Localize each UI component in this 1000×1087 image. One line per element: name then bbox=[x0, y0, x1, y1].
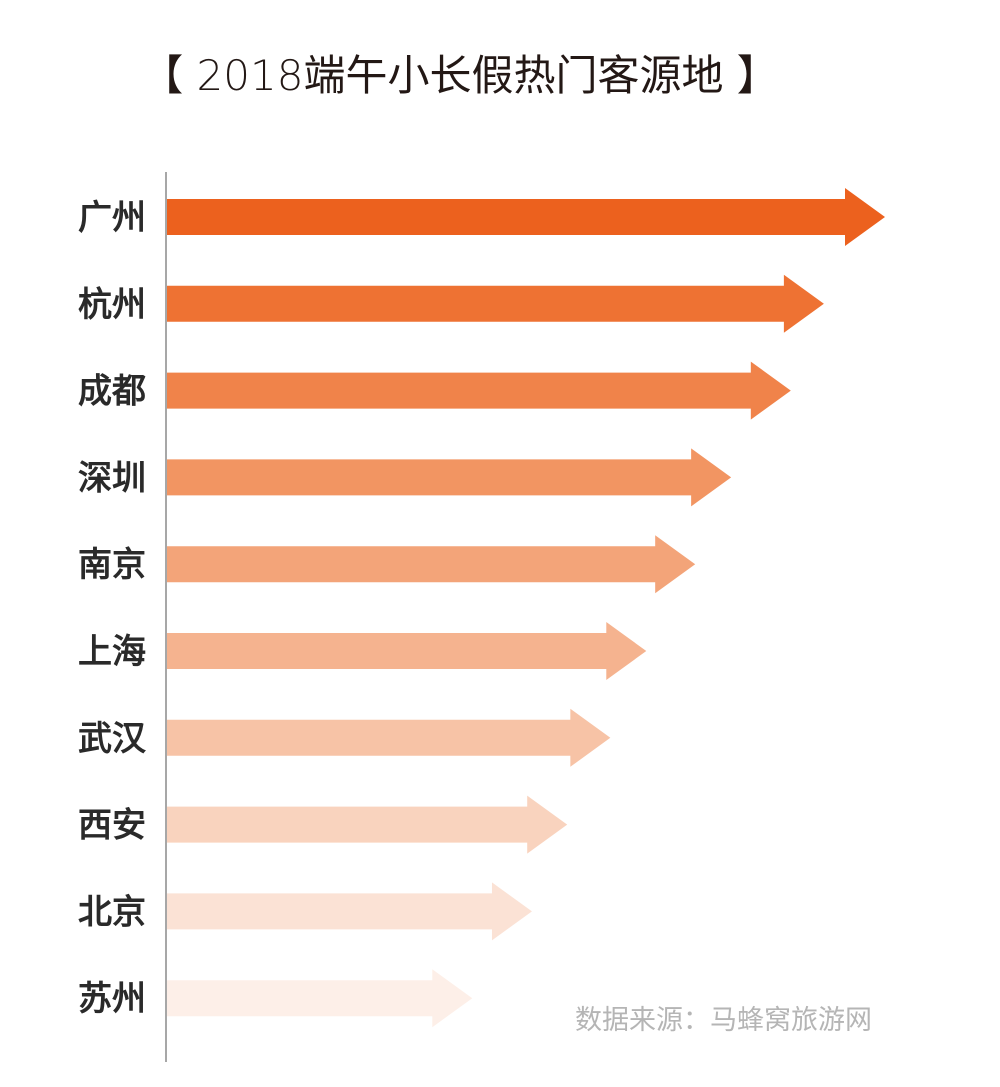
category-label: 深圳 bbox=[78, 458, 146, 498]
chart-title: 【 2018端午小长假热门客源地 】 bbox=[141, 51, 779, 100]
category-label: 西安 bbox=[78, 806, 146, 846]
bar-arrow-5 bbox=[167, 622, 647, 680]
category-label: 上海 bbox=[78, 632, 146, 672]
bar-arrow-7 bbox=[167, 795, 568, 854]
bar-arrow-3 bbox=[167, 448, 732, 507]
category-label: 北京 bbox=[78, 892, 146, 932]
bar-arrow-0 bbox=[167, 188, 885, 246]
bar-arrow-8 bbox=[167, 882, 532, 941]
bar-arrow-4 bbox=[167, 535, 696, 594]
bar-arrow-9 bbox=[167, 969, 473, 1028]
category-label: 苏州 bbox=[78, 979, 146, 1019]
bar-arrow-6 bbox=[167, 708, 611, 767]
bar-arrow-2 bbox=[167, 361, 791, 420]
data-source-note: 数据来源：马蜂窝旅游网 bbox=[575, 1005, 872, 1036]
bar-arrow-1 bbox=[167, 274, 824, 333]
category-label: 成都 bbox=[78, 372, 146, 412]
category-label: 杭州 bbox=[78, 285, 146, 325]
category-label: 南京 bbox=[78, 545, 146, 585]
category-label: 武汉 bbox=[78, 719, 147, 759]
category-label: 广州 bbox=[78, 198, 146, 238]
